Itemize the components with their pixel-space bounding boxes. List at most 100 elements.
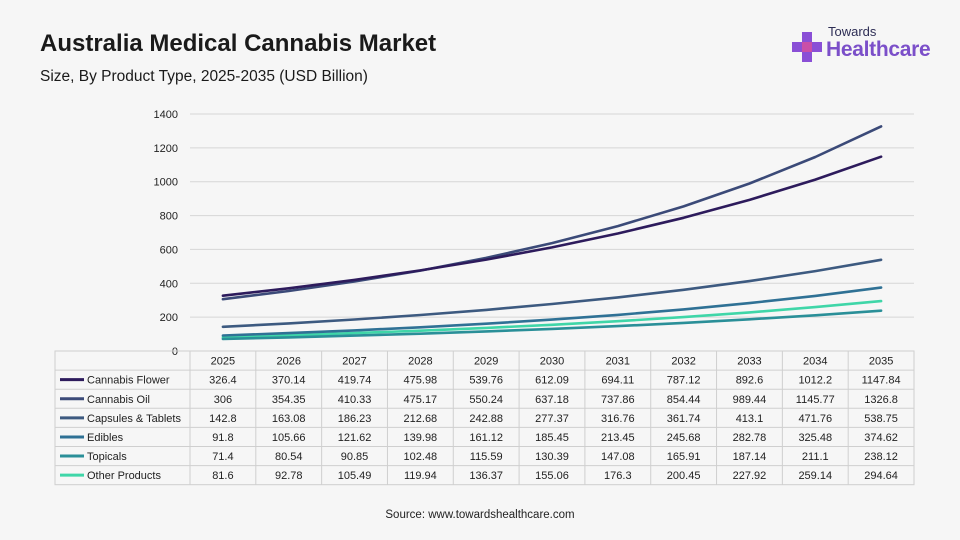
chart-subtitle: Size, By Product Type, 2025-2035 (USD Bi… (40, 68, 368, 85)
data-table-cell: 306 (214, 394, 232, 406)
towards-healthcare-logo: Towards Healthcare (790, 24, 940, 72)
data-table-cell: 80.54 (275, 451, 303, 463)
legend-label: Cannabis Flower (87, 375, 170, 387)
data-table-cell: 200.45 (667, 470, 701, 482)
data-table-cell: 91.8 (212, 432, 233, 444)
data-table-cell: 130.39 (535, 451, 569, 463)
data-table-cell: 892.6 (736, 375, 764, 387)
legend-label: Topicals (87, 451, 127, 463)
series-line (221, 286, 883, 337)
data-table-cell: 115.59 (470, 451, 503, 463)
y-tick-label: 1400 (154, 109, 178, 121)
x-tick-label: 2029 (474, 356, 498, 368)
data-table-cell: 413.1 (736, 413, 764, 425)
medical-cross-icon (792, 32, 822, 62)
series-line (221, 125, 883, 301)
x-tick-label: 2026 (276, 356, 300, 368)
data-table-cell: 259.14 (798, 470, 832, 482)
legend-label: Capsules & Tablets (87, 413, 181, 425)
logo-text-line2: Healthcare (826, 38, 931, 61)
data-table-cell: 139.98 (404, 432, 438, 444)
data-table-cell: 277.37 (535, 413, 569, 425)
data-table-cell: 105.49 (338, 470, 372, 482)
data-table-cell: 1147.84 (862, 375, 901, 387)
x-tick-label: 2030 (540, 356, 564, 368)
chart-title: Australia Medical Cannabis Market (40, 30, 437, 57)
legend-label: Other Products (87, 470, 161, 482)
data-table-cell: 354.35 (272, 394, 306, 406)
data-table-cell: 694.11 (601, 375, 634, 387)
y-tick-label: 1200 (154, 143, 178, 155)
x-tick-label: 2031 (606, 356, 630, 368)
series-line (221, 258, 883, 329)
y-tick-label: 400 (160, 278, 178, 290)
data-table-cell: 242.88 (469, 413, 503, 425)
data-table-cell: 227.92 (733, 470, 767, 482)
data-table-cell: 185.45 (535, 432, 569, 444)
data-table-cell: 1145.77 (796, 394, 835, 406)
data-table-cell: 119.94 (404, 470, 437, 482)
data-table-cell: 316.76 (601, 413, 635, 425)
data-table-cell: 326.4 (209, 375, 237, 387)
data-table-cell: 374.62 (864, 432, 898, 444)
data-table-cell: 550.24 (469, 394, 503, 406)
y-tick-label: 600 (160, 244, 178, 256)
data-table-cell: 612.09 (535, 375, 569, 387)
data-table-cell: 155.06 (535, 470, 569, 482)
data-table-cell: 989.44 (733, 394, 767, 406)
data-table-cell: 165.91 (667, 451, 701, 463)
data-table-cell: 136.37 (469, 470, 503, 482)
data-table-cell: 71.4 (212, 451, 233, 463)
data-table-cell: 475.17 (404, 394, 438, 406)
data-table-cell: 176.3 (604, 470, 632, 482)
data-table-cell: 187.14 (733, 451, 767, 463)
data-table-cell: 147.08 (601, 451, 635, 463)
data-table-cell: 90.85 (341, 451, 369, 463)
x-tick-label: 2027 (342, 356, 366, 368)
data-table-cell: 213.45 (601, 432, 635, 444)
data-table-cell: 361.74 (667, 413, 701, 425)
data-table-cell: 410.33 (338, 394, 372, 406)
series-line (221, 309, 883, 341)
y-tick-label: 0 (172, 346, 178, 358)
data-table-cell: 294.64 (864, 470, 898, 482)
data-table-cell: 637.18 (535, 394, 569, 406)
data-table-cell: 1326.8 (864, 394, 898, 406)
series-line (221, 299, 883, 339)
data-table-cell: 105.66 (272, 432, 306, 444)
data-table-cell: 163.08 (272, 413, 306, 425)
data-table-cell: 92.78 (275, 470, 303, 482)
data-table-cell: 787.12 (667, 375, 701, 387)
data-table-cell: 1012.2 (798, 375, 832, 387)
data-table-cell: 370.14 (272, 375, 306, 387)
data-table-cell: 419.74 (338, 375, 372, 387)
data-table-cell: 102.48 (404, 451, 438, 463)
y-tick-label: 200 (160, 312, 178, 324)
x-tick-label: 2028 (408, 356, 432, 368)
data-table-cell: 142.8 (209, 413, 237, 425)
data-table-cell: 325.48 (798, 432, 832, 444)
data-table-cell: 186.23 (338, 413, 372, 425)
x-tick-label: 2035 (869, 356, 893, 368)
data-table-cell: 211.1 (802, 451, 829, 463)
data-table-cell: 538.75 (864, 413, 898, 425)
y-tick-label: 1000 (154, 177, 178, 189)
data-table-cell: 161.12 (469, 432, 503, 444)
data-table-border (54, 350, 915, 486)
x-tick-label: 2033 (737, 356, 761, 368)
series-line (221, 155, 883, 298)
legend-label: Cannabis Oil (87, 394, 150, 406)
x-tick-label: 2034 (803, 356, 827, 368)
y-tick-label: 800 (160, 211, 178, 223)
data-table-cell: 212.68 (404, 413, 438, 425)
x-tick-label: 2025 (211, 356, 235, 368)
data-table-cell: 539.76 (469, 375, 503, 387)
data-table-cell: 737.86 (601, 394, 635, 406)
data-table-cell: 81.6 (212, 470, 233, 482)
data-table-cell: 282.78 (733, 432, 767, 444)
source-note: Source: www.towardshealthcare.com (385, 509, 575, 521)
logo-text-line1: Towards (828, 24, 877, 39)
data-table-cell: 471.76 (798, 413, 832, 425)
legend-label: Edibles (87, 432, 124, 444)
